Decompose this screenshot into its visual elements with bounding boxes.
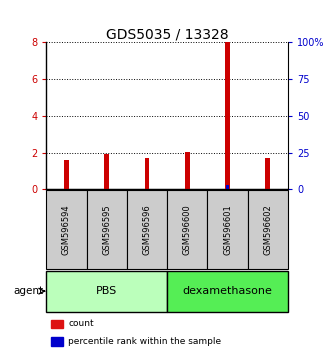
- Bar: [208, 190, 248, 269]
- Bar: [248, 190, 288, 269]
- Text: percentile rank within the sample: percentile rank within the sample: [68, 337, 221, 346]
- Bar: [145, 158, 149, 189]
- Text: GSM596594: GSM596594: [62, 204, 71, 255]
- Bar: [51, 337, 63, 346]
- Bar: [46, 190, 87, 269]
- Text: GSM596596: GSM596596: [143, 204, 152, 255]
- Bar: [185, 152, 190, 189]
- Text: count: count: [68, 319, 94, 329]
- Bar: [51, 320, 63, 328]
- Bar: [225, 42, 230, 189]
- Title: GDS5035 / 13328: GDS5035 / 13328: [106, 27, 228, 41]
- Text: agent: agent: [13, 286, 43, 296]
- Text: dexamethasone: dexamethasone: [183, 286, 272, 296]
- Text: PBS: PBS: [96, 286, 118, 296]
- Bar: [127, 190, 167, 269]
- Bar: [46, 271, 167, 312]
- Text: GSM596600: GSM596600: [183, 204, 192, 255]
- Text: GSM596595: GSM596595: [102, 204, 111, 255]
- Bar: [226, 185, 229, 189]
- Text: GSM596601: GSM596601: [223, 204, 232, 255]
- Bar: [87, 190, 127, 269]
- Bar: [265, 158, 270, 189]
- Bar: [64, 160, 69, 189]
- Bar: [167, 271, 288, 312]
- Bar: [167, 190, 208, 269]
- Bar: [104, 154, 109, 189]
- Text: GSM596602: GSM596602: [263, 204, 272, 255]
